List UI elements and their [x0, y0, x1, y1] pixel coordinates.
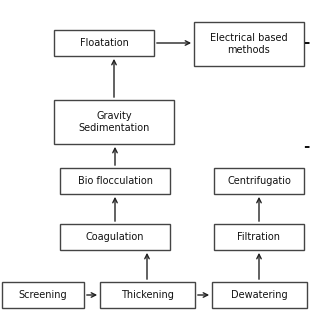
- Text: Bio flocculation: Bio flocculation: [77, 176, 152, 186]
- Text: Centrifugatio: Centrifugatio: [227, 176, 291, 186]
- Bar: [100, 282, 195, 308]
- Text: Gravity
Sedimentation: Gravity Sedimentation: [78, 111, 150, 133]
- Text: Floatation: Floatation: [80, 38, 128, 48]
- Text: Dewatering: Dewatering: [231, 290, 288, 300]
- Bar: [60, 224, 170, 250]
- Bar: [54, 100, 174, 144]
- Bar: [2, 282, 84, 308]
- Text: Filtration: Filtration: [238, 232, 281, 242]
- Bar: [60, 168, 170, 194]
- Text: Electrical based
methods: Electrical based methods: [210, 33, 288, 55]
- Bar: [214, 224, 304, 250]
- Text: -: -: [303, 35, 309, 50]
- Bar: [212, 282, 307, 308]
- Text: Screening: Screening: [19, 290, 67, 300]
- Bar: [194, 22, 304, 66]
- Text: Thickening: Thickening: [121, 290, 174, 300]
- Text: -: -: [303, 140, 309, 155]
- Bar: [54, 30, 154, 56]
- Bar: [214, 168, 304, 194]
- Text: Coagulation: Coagulation: [86, 232, 144, 242]
